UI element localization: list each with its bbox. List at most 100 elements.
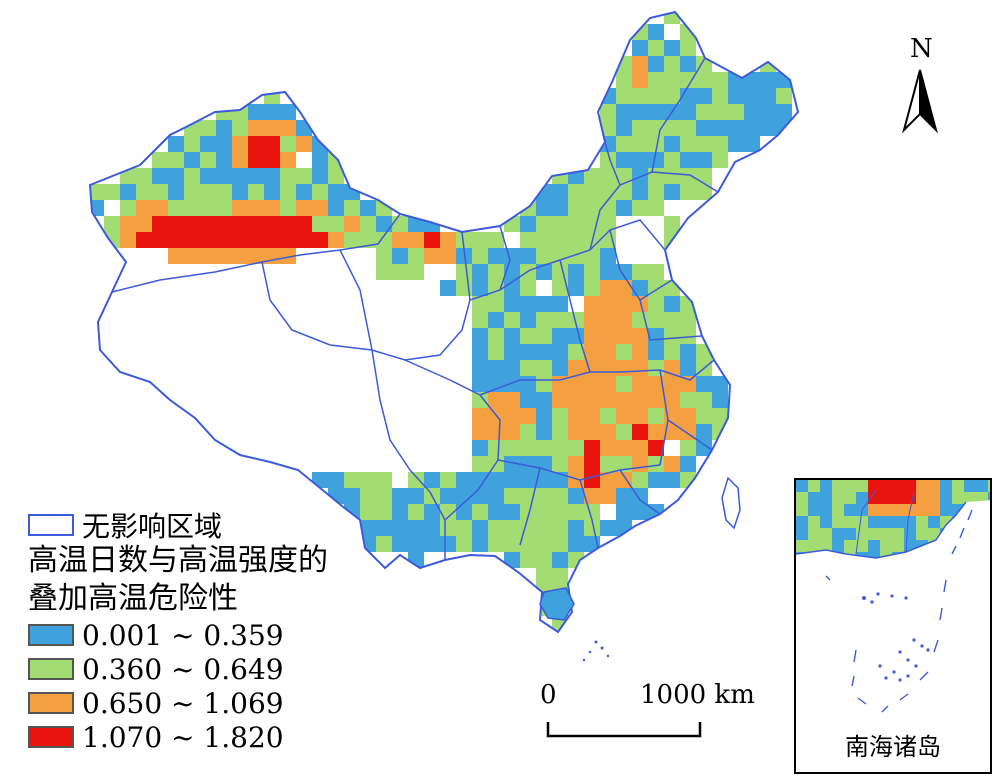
hazard-cell <box>744 88 760 104</box>
hazard-cell <box>472 344 488 360</box>
hazard-cell <box>328 152 344 168</box>
hazard-cell <box>520 552 536 568</box>
hazard-cell <box>392 216 408 232</box>
inset-hazard-cell <box>868 480 880 492</box>
hazard-cell <box>568 264 584 280</box>
inset-hazard-cell <box>844 492 856 504</box>
hazard-cell <box>552 248 568 264</box>
hazard-cell <box>552 280 568 296</box>
hazard-cell <box>456 264 472 280</box>
inset-hazard-cell <box>940 480 952 492</box>
north-label: N <box>910 34 933 64</box>
hazard-cell <box>472 264 488 280</box>
hazard-cell <box>408 248 424 264</box>
legend-class-label: 0.650 ~ 1.069 <box>82 686 284 720</box>
inset-hazard-cell <box>880 528 892 540</box>
inset-hazard-cell <box>916 492 928 504</box>
hazard-cell <box>616 456 632 472</box>
hazard-cell <box>616 312 632 328</box>
hazard-cell <box>568 216 584 232</box>
hazard-cell <box>184 168 200 184</box>
hazard-cell <box>552 520 568 536</box>
hazard-cell <box>168 216 184 232</box>
hazard-cell <box>520 216 536 232</box>
inset-hazard-cell <box>904 492 916 504</box>
inset-hazard-cell <box>868 504 880 516</box>
hazard-cell <box>168 232 184 248</box>
hazard-cell <box>120 184 136 200</box>
hazard-cell <box>648 376 664 392</box>
legend-class-label: 0.360 ~ 0.649 <box>82 652 284 686</box>
hazard-cell <box>584 472 600 488</box>
hazard-cell <box>232 248 248 264</box>
hazard-cell <box>664 120 680 136</box>
hazard-cell <box>360 520 376 536</box>
hazard-cell <box>600 376 616 392</box>
hazard-cell <box>568 472 584 488</box>
hazard-cell <box>472 440 488 456</box>
hazard-cell <box>328 472 344 488</box>
hazard-cell <box>120 216 136 232</box>
inset-hazard-cell <box>964 528 976 540</box>
hazard-cell <box>616 184 632 200</box>
hazard-cell <box>216 152 232 168</box>
hazard-cell <box>584 168 600 184</box>
hazard-cell <box>424 472 440 488</box>
hazard-cell <box>552 456 568 472</box>
hazard-cell <box>536 264 552 280</box>
hazard-cell <box>584 184 600 200</box>
legend-class-label: 0.001 ~ 0.359 <box>82 618 284 652</box>
hazard-cell <box>504 312 520 328</box>
hazard-cell <box>376 488 392 504</box>
hazard-cell <box>376 520 392 536</box>
hazard-cell <box>248 152 264 168</box>
hazard-cell <box>504 376 520 392</box>
hazard-cell <box>600 472 616 488</box>
hazard-cell <box>696 88 712 104</box>
hazard-cell <box>568 392 584 408</box>
inset-hazard-cell <box>940 540 952 552</box>
hazard-cell <box>632 488 648 504</box>
hazard-cell <box>392 488 408 504</box>
hazard-cell <box>648 264 664 280</box>
hazard-cell <box>440 472 456 488</box>
inset-hazard-cell <box>796 540 808 552</box>
inset-hazard-cell <box>832 480 844 492</box>
hazard-cell <box>568 200 584 216</box>
legend-none-row: 无影响区域 <box>28 508 328 543</box>
hazard-cell <box>680 408 696 424</box>
hazard-cell <box>600 488 616 504</box>
hazard-cell <box>552 200 568 216</box>
hazard-cell <box>280 104 296 120</box>
hazard-cell <box>600 136 616 152</box>
hazard-cell <box>232 216 248 232</box>
hazard-cell <box>568 536 584 552</box>
hazard-cell <box>696 168 712 184</box>
hazard-cell <box>600 360 616 376</box>
hazard-cell <box>232 184 248 200</box>
hazard-cell <box>408 536 424 552</box>
hazard-cell <box>264 120 280 136</box>
hazard-cell <box>600 408 616 424</box>
hazard-cell <box>520 536 536 552</box>
hazard-cell <box>552 472 568 488</box>
hazard-cell <box>648 152 664 168</box>
inset-hazard-cell <box>988 504 990 516</box>
hazard-cell <box>472 392 488 408</box>
inset-hazard-cell <box>916 528 928 540</box>
hazard-cell <box>280 136 296 152</box>
hazard-cell <box>488 328 504 344</box>
hazard-cell <box>632 424 648 440</box>
inset-hazard-cell <box>868 540 880 552</box>
hazard-cell <box>680 344 696 360</box>
hazard-cell <box>280 184 296 200</box>
hazard-cell <box>488 248 504 264</box>
hazard-cell <box>536 360 552 376</box>
hazard-cell <box>248 184 264 200</box>
hazard-cell <box>536 568 552 584</box>
inset-hazard-cell <box>940 528 952 540</box>
hazard-cell <box>232 120 248 136</box>
hazard-cell <box>344 232 360 248</box>
inset-hazard-cell <box>820 528 832 540</box>
hazard-cell <box>680 328 696 344</box>
